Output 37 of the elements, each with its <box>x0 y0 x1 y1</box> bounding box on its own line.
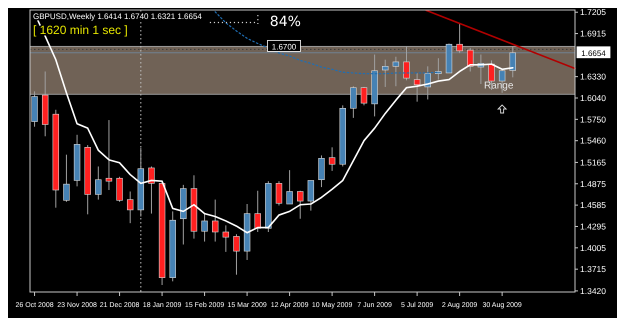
y-tick-label: 1.6040 <box>580 92 606 103</box>
candlestick <box>148 166 155 214</box>
candlestick <box>276 180 282 206</box>
candlestick <box>286 170 293 205</box>
candlestick <box>328 146 336 172</box>
band-label: Range <box>484 80 514 92</box>
y-tick-label: 1.5460 <box>580 136 606 146</box>
y-tick-label: 1.3715 <box>580 264 606 274</box>
candlestick <box>201 213 208 242</box>
candlestick <box>318 154 325 188</box>
candlestick <box>63 154 70 202</box>
candlestick <box>392 56 400 87</box>
candlestick <box>254 190 261 232</box>
y-tick-label: 1.5165 <box>580 157 606 168</box>
candlestick <box>106 120 112 191</box>
y-tick-label: 1.6915 <box>580 28 606 39</box>
candlestick <box>95 166 102 200</box>
candlestick <box>126 190 134 224</box>
y-tick-label: 1.6330 <box>580 72 606 82</box>
candlestick <box>382 59 388 88</box>
y-tick-label: 1.4585 <box>580 200 606 210</box>
annotation: 84% <box>270 14 301 30</box>
candlestick <box>435 58 442 80</box>
candlestick <box>233 234 240 276</box>
ref-line-label: 1.6700 <box>272 42 297 52</box>
candlestick <box>116 176 123 202</box>
candlestick <box>222 224 230 252</box>
y-tick-label: 1.7205 <box>580 7 606 18</box>
y-tick-label: 1.4875 <box>580 178 606 189</box>
y-tick-label: 1.3420 <box>580 286 606 296</box>
y-tick-label: 1.4005 <box>580 242 606 253</box>
ref-line-label: 1.6654 <box>581 48 606 58</box>
candlestick <box>308 180 314 212</box>
candlestick <box>297 190 304 220</box>
candlestick <box>212 199 218 242</box>
y-tick-label: 1.5750 <box>580 114 606 124</box>
y-tick-label: 1.4295 <box>580 221 606 232</box>
